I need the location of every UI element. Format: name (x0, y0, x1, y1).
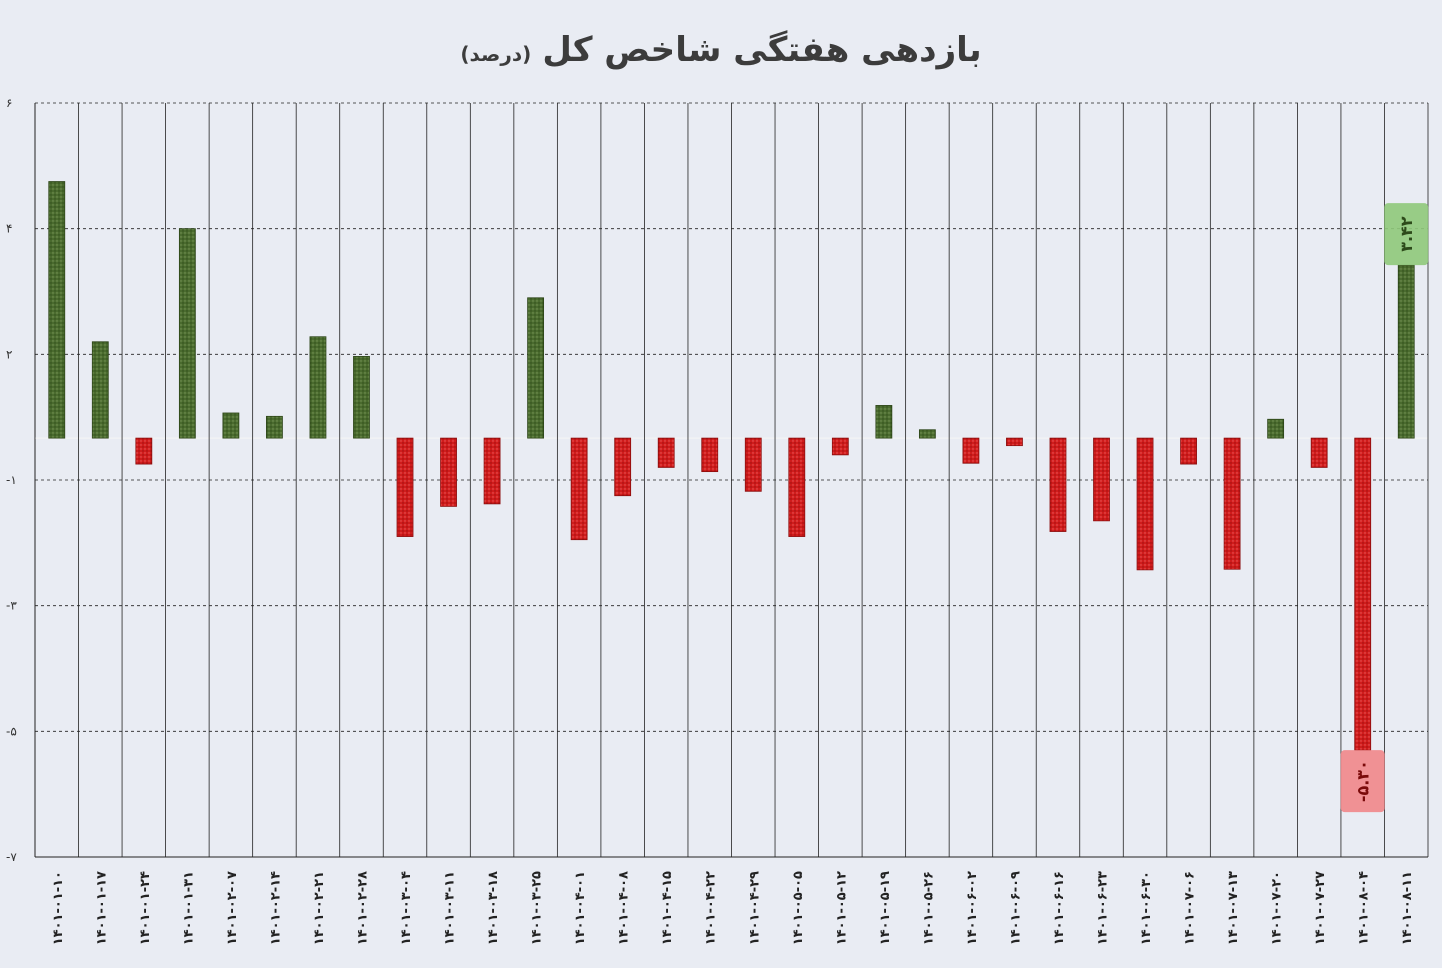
x-tick-label: ۱۴۰۱-۰۶-۲۳ (1096, 871, 1111, 945)
y-tick-label: ۲ (6, 347, 12, 361)
bar (831, 437, 849, 456)
x-tick-label: ۱۴۰۱-۰۴-۰۸ (617, 871, 632, 945)
bar (396, 437, 414, 537)
chart-subtitle: (درصد) (460, 42, 532, 66)
x-tick-label: ۱۴۰۱-۰۲-۲۸ (355, 871, 370, 945)
x-tick-label: ۱۴۰۱-۰۳-۲۵ (530, 871, 545, 945)
bar (135, 437, 153, 465)
x-tick-label: ۱۴۰۱-۰۲-۱۴ (268, 871, 283, 945)
x-tick-label: ۱۴۰۱-۰۳-۰۴ (399, 871, 414, 945)
x-tick-label: ۱۴۰۱-۰۲-۲۱ (312, 871, 327, 945)
x-tick-label: ۱۴۰۱-۰۵-۲۶ (921, 871, 936, 945)
bar (570, 437, 588, 541)
bar (440, 437, 457, 507)
x-tick-label: ۱۴۰۱-۰۳-۱۱ (443, 871, 458, 945)
bar (353, 356, 370, 439)
bar (1006, 437, 1023, 447)
x-tick-label: ۱۴۰۱-۰۱-۳۱ (181, 871, 196, 945)
bar (527, 297, 545, 439)
bar-layer (48, 181, 1415, 751)
x-tick-label: ۱۴۰۱-۰۱-۱۷ (94, 871, 109, 945)
data-label-background (1384, 203, 1429, 266)
x-tick-label: ۱۴۰۱-۰۶-۱۶ (1052, 871, 1067, 945)
bar (309, 336, 327, 439)
bar (266, 415, 283, 439)
bar (222, 412, 240, 439)
x-tick-label: ۱۴۰۱-۰۱-۲۴ (138, 871, 153, 945)
x-tick-label: ۱۴۰۱-۰۵-۱۲ (834, 871, 849, 945)
y-tick-label: -۵ (6, 724, 17, 738)
bar (48, 181, 66, 439)
bar (918, 429, 936, 439)
bar (1310, 437, 1328, 468)
data-label-background (1340, 750, 1385, 813)
bar (1093, 437, 1110, 522)
bar (788, 437, 806, 537)
x-tick-label: ۱۴۰۱-۰۵-۱۹ (878, 871, 893, 945)
y-tick-label: ۶ (6, 96, 12, 110)
x-tick-label: ۱۴۰۱-۰۶-۳۰ (1139, 871, 1154, 945)
bar (744, 437, 762, 492)
data-label: ۳.۴۲ (1397, 216, 1416, 252)
x-tick-label: ۱۴۰۱-۰۵-۰۵ (791, 871, 806, 945)
data-label: -۵.۳۰ (1354, 760, 1373, 802)
bar (875, 405, 893, 439)
chart-title: بازدهی هفتگی شاخص کل (542, 30, 982, 70)
bar (1397, 264, 1415, 439)
bar (1180, 437, 1197, 465)
x-tick-label: ۱۴۰۱-۰۶-۰۹ (1008, 871, 1023, 945)
bar (614, 437, 632, 497)
x-tick-label: ۱۴۰۱-۰۸-۱۱ (1400, 871, 1415, 945)
x-tick-label: ۱۴۰۱-۰۲-۰۷ (225, 871, 240, 945)
bar (91, 341, 109, 439)
x-tick-label: ۱۴۰۱-۰۷-۲۰ (1270, 871, 1285, 945)
chart-title-block: بازدهی هفتگی شاخص کل (درصد) (0, 30, 1442, 70)
bar (1049, 437, 1067, 532)
label-layer: ۱۴۰۱-۰۱-۱۰ ۱۴۰۱-۰۱-۱۷ ۱۴۰۱-۰۱-۲۴ ۱۴۰۱-۰۱-۳۱… (51, 203, 1429, 945)
bar (701, 437, 719, 473)
y-tick-label: ۴ (6, 222, 12, 236)
bar (657, 437, 675, 468)
bar (962, 437, 980, 464)
x-tick-label: ۱۴۰۱-۰۳-۱۸ (486, 871, 501, 945)
x-tick-label: ۱۴۰۱-۰۴-۲۲ (704, 871, 719, 945)
x-tick-label: ۱۴۰۱-۰۴-۱۵ (660, 871, 675, 945)
x-tick-label: ۱۴۰۱-۰۸-۰۴ (1357, 871, 1372, 945)
y-tick-label: -۷ (6, 850, 17, 864)
grid-layer: ۶ ۴ ۲ -۱ -۳ -۵ -۷ (6, 96, 1429, 864)
y-tick-label: -۳ (6, 599, 17, 613)
bar (483, 437, 501, 505)
bar (1223, 437, 1241, 570)
bar (1267, 418, 1285, 439)
bar (1354, 437, 1372, 751)
x-tick-label: ۱۴۰۱-۰۴-۲۹ (747, 871, 762, 945)
x-tick-label: ۱۴۰۱-۰۷-۰۶ (1183, 871, 1198, 945)
x-tick-label: ۱۴۰۱-۰۴-۰۱ (573, 871, 588, 945)
x-tick-label: ۱۴۰۱-۰۷-۲۷ (1313, 871, 1328, 945)
y-tick-label: -۱ (6, 473, 17, 487)
x-tick-label: ۱۴۰۱-۰۷-۱۳ (1226, 871, 1241, 945)
bar (1136, 437, 1154, 571)
x-tick-label: ۱۴۰۱-۰۶-۰۲ (965, 871, 980, 945)
x-tick-label: ۱۴۰۱-۰۱-۱۰ (51, 871, 66, 945)
bar (178, 228, 196, 439)
